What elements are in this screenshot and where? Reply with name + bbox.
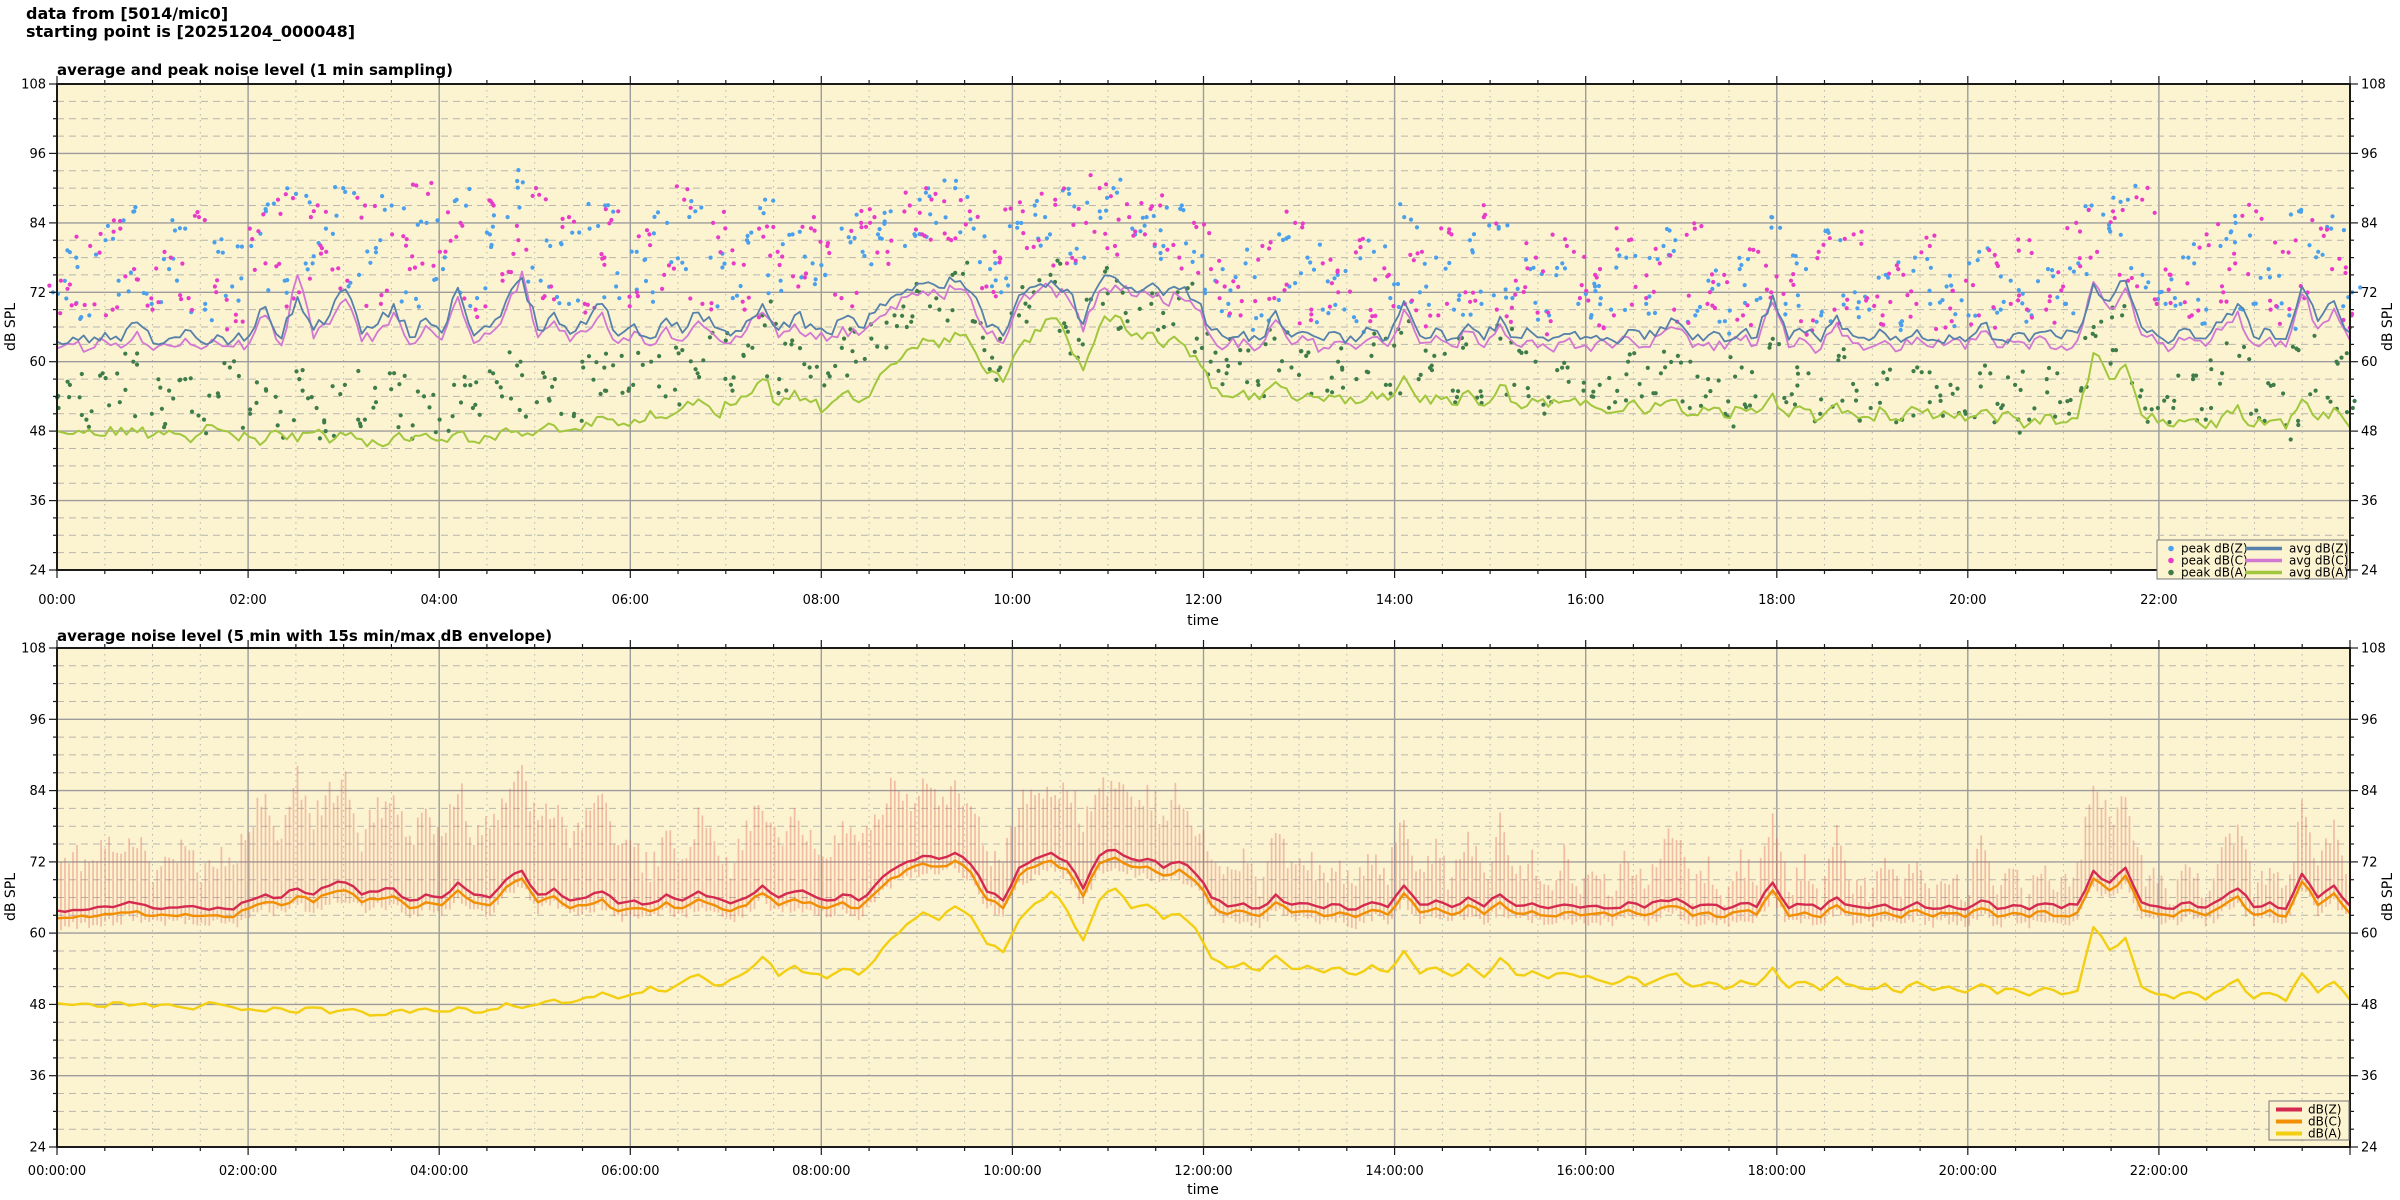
- y-tick-label-right: 108: [2361, 78, 2386, 93]
- top-chart-title: average and peak noise level (1 min samp…: [57, 61, 453, 79]
- series: [47, 168, 2363, 448]
- bottom-chart: 00:00:00 02:00:00 04:00:00 06:00:00 08:00:00…: [21, 640, 2386, 1179]
- legend-label: dB(C): [2308, 1115, 2342, 1129]
- x-tick-label: 08:00:00: [792, 1164, 850, 1179]
- x-tick-label: 02:00:00: [219, 1164, 277, 1179]
- line-dB(C): [56, 856, 2351, 920]
- x-tick-label: 10:00: [994, 593, 1031, 608]
- header: data from [5014/mic0] starting point is …: [26, 5, 355, 41]
- series: [56, 765, 2351, 1017]
- x-tick-label: 12:00:00: [1174, 1164, 1232, 1179]
- y-tick-label-right: 24: [2361, 1141, 2378, 1156]
- y-tick-label-right: 96: [2361, 713, 2378, 728]
- legend-label: avg dB(Z): [2289, 542, 2348, 556]
- y-tick-label-right: 96: [2361, 147, 2378, 162]
- x-tick-label: 16:00: [1567, 593, 1604, 608]
- legend-label: peak dB(A): [2181, 566, 2248, 580]
- top-xlabel: time: [1187, 613, 1219, 629]
- tick-labels: 00:00 02:00 04:00 06:00 08:00 10:00 12:00 14:00…: [21, 78, 2386, 609]
- y-tick-label-left: 108: [21, 642, 46, 657]
- y-tick-label-right: 24: [2361, 564, 2378, 579]
- axes: [49, 640, 2358, 1155]
- x-tick-label: 00:00: [38, 593, 75, 608]
- line-avg dB(A): [56, 314, 2351, 448]
- y-tick-label-right: 84: [2361, 784, 2378, 799]
- top-chart: 00:00 02:00 04:00 06:00 08:00 10:00 12:00 14:00…: [21, 76, 2386, 608]
- x-tick-label: 22:00: [2140, 593, 2177, 608]
- x-tick-label: 10:00:00: [983, 1164, 1041, 1179]
- y-tick-label-right: 108: [2361, 642, 2386, 657]
- line-dB(Z): [56, 848, 2351, 913]
- y-tick-label-left: 96: [29, 147, 46, 162]
- y-tick-label-right: 72: [2361, 855, 2378, 870]
- legend: peak dB(Z) avg dB(Z) peak dB(C) avg dB(C) pe…: [2156, 539, 2348, 580]
- y-tick-label-left: 60: [29, 927, 46, 942]
- x-tick-label: 02:00: [229, 593, 266, 608]
- legend-label: avg dB(C): [2289, 554, 2348, 568]
- y-tick-label-left: 84: [29, 784, 46, 799]
- y-tick-label-left: 72: [29, 286, 46, 301]
- legend-label: peak dB(Z): [2181, 542, 2248, 556]
- bottom-xlabel: time: [1187, 1182, 1219, 1198]
- x-tick-label: 18:00:00: [1748, 1164, 1806, 1179]
- y-tick-label-left: 36: [29, 1069, 46, 1084]
- y-tick-label-left: 48: [29, 998, 46, 1013]
- y-tick-label-left: 72: [29, 855, 46, 870]
- legend-label: dB(Z): [2308, 1103, 2341, 1117]
- y-tick-label-right: 48: [2361, 998, 2378, 1013]
- y-tick-label-left: 24: [29, 564, 46, 579]
- x-tick-label: 14:00: [1376, 593, 1413, 608]
- y-tick-label-left: 48: [29, 425, 46, 440]
- x-tick-label: 08:00: [803, 593, 840, 608]
- y-tick-label-left: 24: [29, 1141, 46, 1156]
- y-tick-label-left: 108: [21, 78, 46, 93]
- x-tick-label: 04:00:00: [410, 1164, 468, 1179]
- x-tick-label: 06:00: [612, 593, 649, 608]
- x-tick-label: 20:00:00: [1939, 1164, 1997, 1179]
- y-tick-label-right: 48: [2361, 425, 2378, 440]
- x-tick-label: 16:00:00: [1557, 1164, 1615, 1179]
- legend-label: peak dB(C): [2181, 554, 2248, 568]
- x-tick-label: 06:00:00: [601, 1164, 659, 1179]
- top-ylabel-left: dB SPL: [3, 303, 19, 351]
- x-tick-label: 12:00: [1185, 593, 1222, 608]
- tick-labels: 00:00:00 02:00:00 04:00:00 06:00:00 08:00:00…: [21, 642, 2386, 1180]
- y-tick-label-left: 60: [29, 355, 46, 370]
- y-tick-label-right: 36: [2361, 494, 2378, 509]
- y-tick-label-right: 72: [2361, 286, 2378, 301]
- bottom-ylabel-left: dB SPL: [3, 873, 19, 921]
- x-tick-label: 18:00: [1758, 593, 1795, 608]
- y-tick-label-left: 96: [29, 713, 46, 728]
- line-dB(A): [56, 887, 2351, 1017]
- y-tick-label-left: 36: [29, 494, 46, 509]
- line-avg dB(Z): [56, 274, 2351, 346]
- axes: [49, 76, 2358, 578]
- x-tick-label: 04:00: [420, 593, 457, 608]
- bottom-chart-title: average noise level (5 min with 15s min/…: [57, 627, 552, 645]
- header-start-point: starting point is [20251204_000048]: [26, 22, 356, 41]
- x-tick-label: 20:00: [1949, 593, 1986, 608]
- y-tick-label-right: 60: [2361, 927, 2378, 942]
- legend: dB(Z)dB(C)dB(A): [2268, 1100, 2350, 1141]
- top-ylabel-right: dB SPL: [2380, 303, 2396, 351]
- x-tick-label: 00:00:00: [28, 1164, 86, 1179]
- y-tick-label-right: 36: [2361, 1069, 2378, 1084]
- bottom-ylabel-right: dB SPL: [2380, 873, 2396, 921]
- legend-label: avg dB(A): [2289, 566, 2348, 580]
- line-avg dB(C): [56, 270, 2351, 354]
- x-tick-label: 22:00:00: [2130, 1164, 2188, 1179]
- y-tick-label-right: 84: [2361, 216, 2378, 231]
- y-tick-label-left: 84: [29, 216, 46, 231]
- grid: [57, 648, 2350, 1147]
- y-tick-label-right: 60: [2361, 355, 2378, 370]
- legend-label: dB(A): [2308, 1127, 2341, 1141]
- header-source: data from [5014/mic0]: [26, 4, 229, 23]
- x-tick-label: 14:00:00: [1365, 1164, 1423, 1179]
